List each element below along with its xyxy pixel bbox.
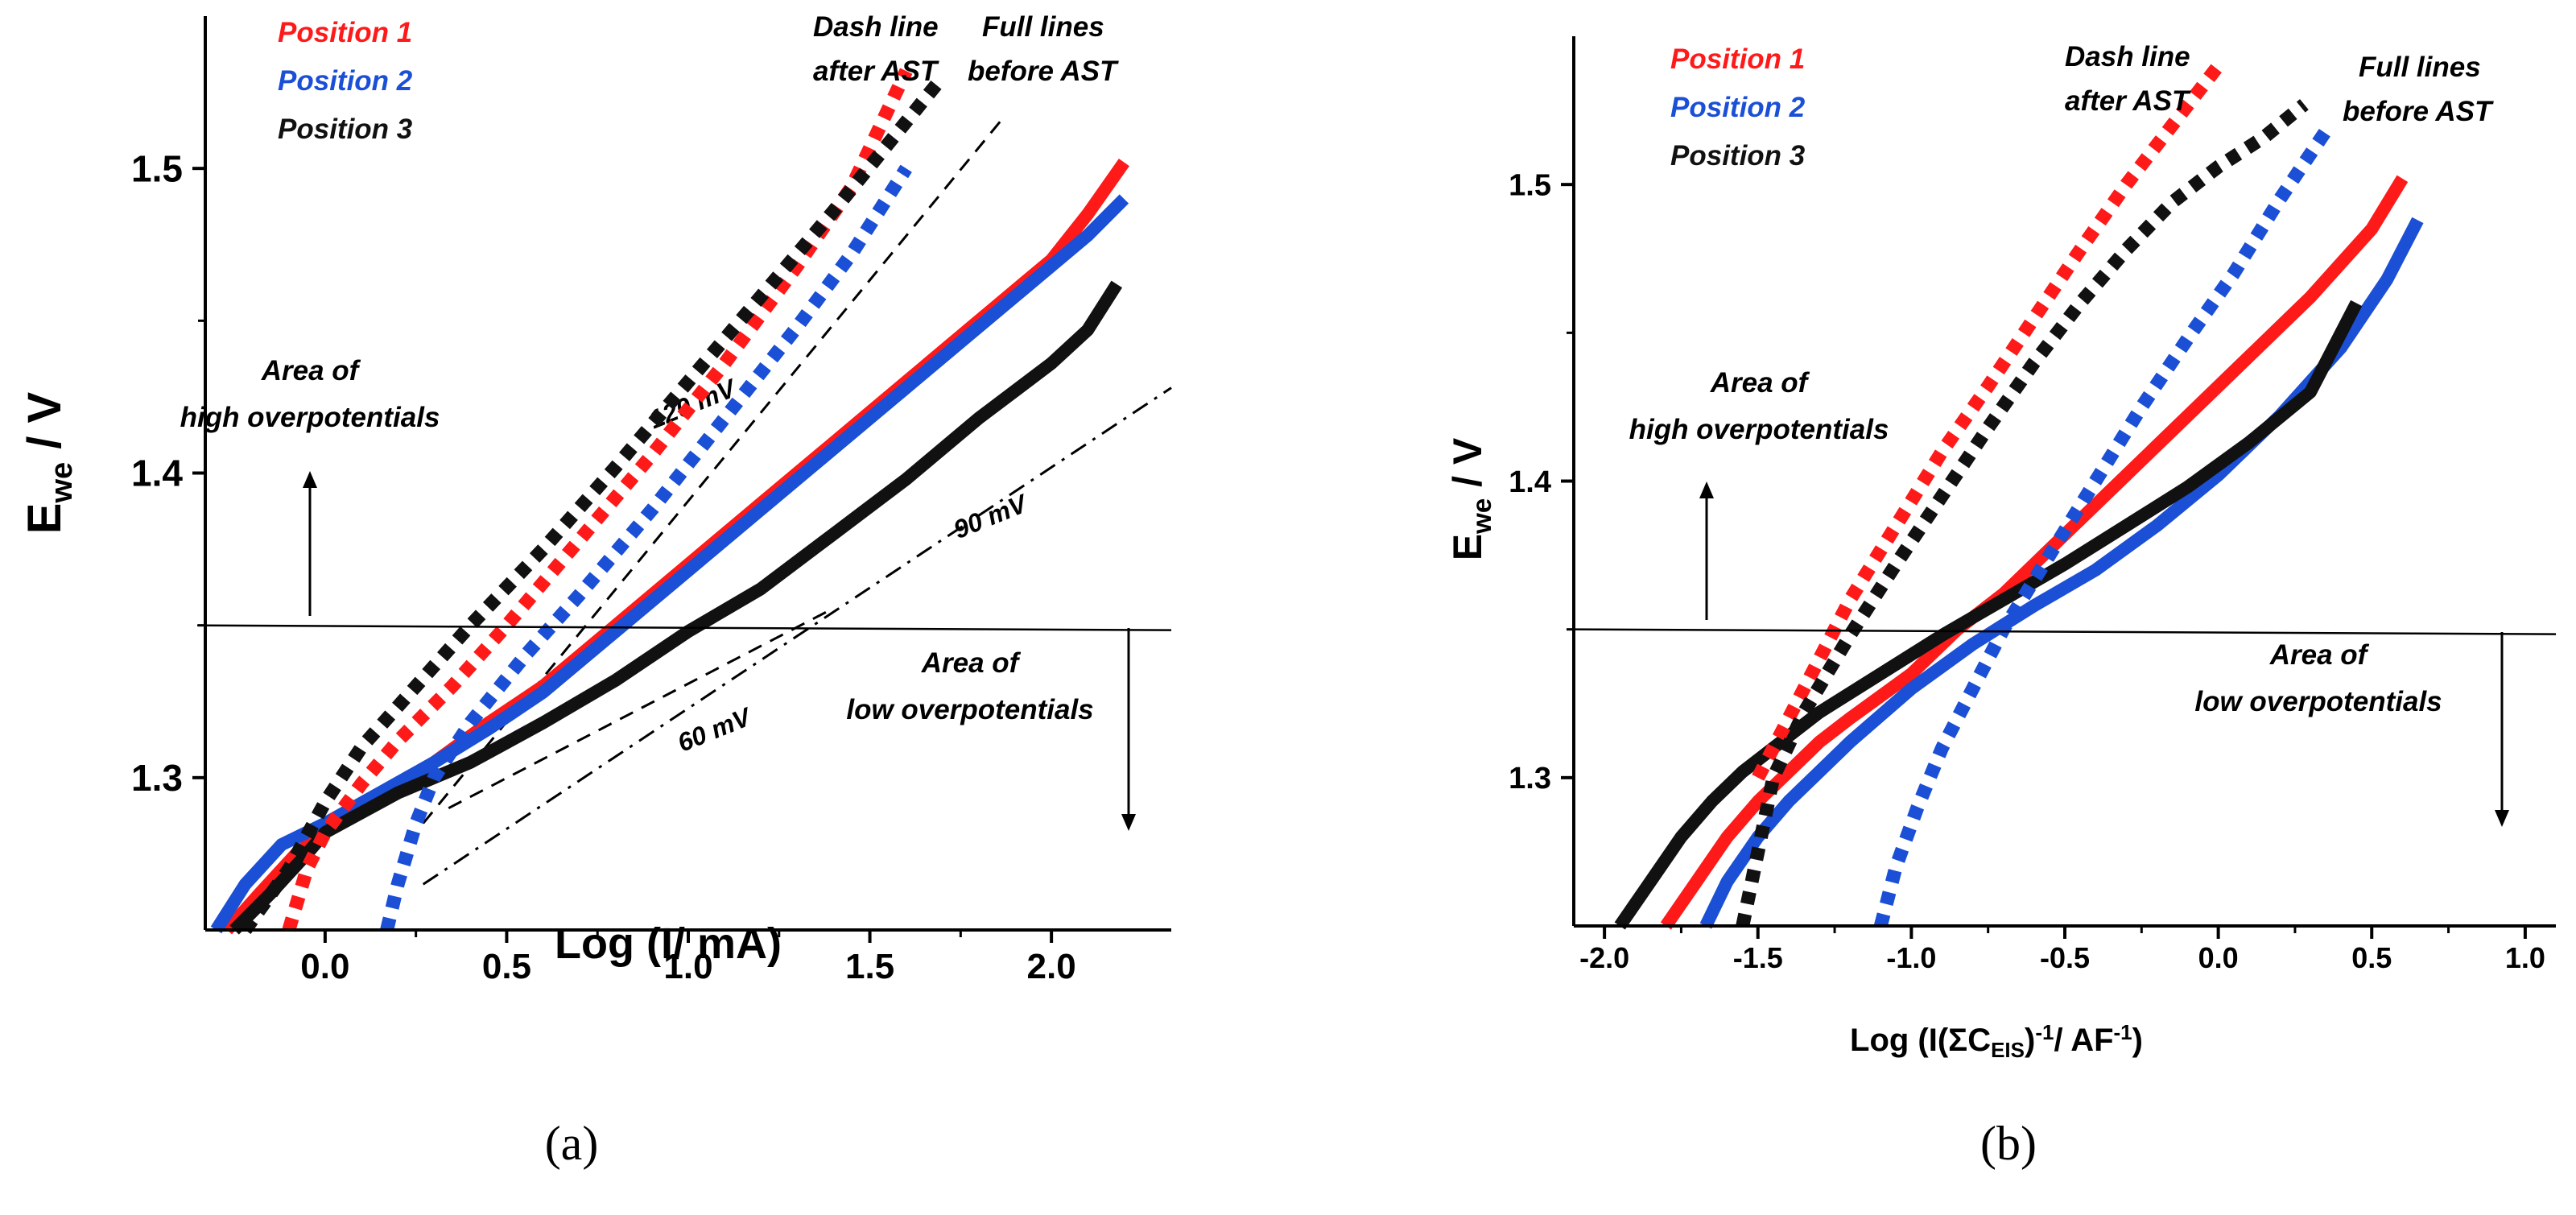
panel-a-dash-line-note-1: Dash line <box>813 11 939 43</box>
panel-b-axes: -2.0 -1.5 -1.0 -0.5 0.0 0.5 1.0 1.3 1.4 1.5 <box>1509 36 2557 974</box>
panel-a-dash-line-note-2: after AST <box>813 56 939 87</box>
panel-a-series-position-1-after-ast <box>282 68 913 932</box>
panel-b-up-arrow-head <box>1699 481 1714 498</box>
panel-a-y-tick-label: 1.3 <box>131 757 183 799</box>
panel-b-legend-position-2: Position 2 <box>1670 92 1806 123</box>
panel-a-legend-position-1: Position 1 <box>278 17 412 48</box>
panel-b-x-tick-label: -1.5 <box>1733 941 1783 974</box>
panel-a-y-axis-label: Ewe / V <box>19 391 79 534</box>
panel-a-full-lines-note-2: before AST <box>968 56 1119 87</box>
panel-b-high-area-note-2: high overpotentials <box>1629 414 1889 445</box>
panel-a-y-tick-label: 1.4 <box>131 453 183 494</box>
panel-a-series-group <box>210 68 1129 935</box>
panel-a-x-tick-label: 1.0 <box>663 947 712 986</box>
panel-b-threshold-line <box>1573 628 2557 635</box>
panel-b-series-position-1-after-ast <box>1752 61 2224 781</box>
panel-b-high-area-note-1: Area of <box>1710 367 1810 399</box>
panel-b-y-tick-label: 1.5 <box>1509 168 1551 202</box>
panel-a-series-position-2-after-ast <box>380 164 912 932</box>
panel-b-down-arrow-head <box>2495 810 2509 827</box>
panel-b-x-tick-label: 0.5 <box>2351 941 2392 974</box>
panel-b-low-area-note-2: low overpotentials <box>2194 686 2442 717</box>
panel-a-low-area-note-2: low overpotentials <box>846 694 1093 725</box>
panel-b-low-area-note-1: Area of <box>2269 639 2370 671</box>
panel-a-x-tick-label: 0.0 <box>300 947 349 986</box>
panel-b-y-tick-label: 1.4 <box>1509 465 1551 499</box>
panel-a-series-position-3-after-ast <box>239 72 948 934</box>
panel-a-y-tick-label: 1.5 <box>131 147 183 189</box>
panel-b-dash-line-note-2: after AST <box>2065 85 2191 117</box>
panel-a-threshold-line <box>196 624 1172 631</box>
panel-b-dash-line-note-1: Dash line <box>2065 41 2190 72</box>
panel-b-x-tick-label: -1.0 <box>1886 941 1936 974</box>
panel-b-x-tick-label: -0.5 <box>2040 941 2090 974</box>
panel-b-series-position-3-after-ast <box>1736 99 2309 928</box>
panel-a-down-arrow-head <box>1121 814 1136 831</box>
panel-a-x-axis-label: Log (I/ mA) <box>555 920 782 968</box>
panel-b-x-axis-label: Log (I(ΣCEIS)-1/ AF-1) <box>1850 1020 2143 1062</box>
panel-b-y-axis-label: Ewe / V <box>1445 437 1496 560</box>
panel-b-y-tick-label: 1.3 <box>1509 762 1551 796</box>
panel-b-x-tick-label: 0.0 <box>2198 941 2239 974</box>
panel-a-tafel-label-3: 60 mV <box>674 701 757 758</box>
panel-a-caption: (a) <box>545 1117 599 1170</box>
panel-a-tafel-line-2 <box>422 386 1172 886</box>
panel-a-x-tick-label: 0.5 <box>482 947 531 986</box>
panel-a-x-tick-label: 1.5 <box>845 947 894 986</box>
panel-b-legend-position-1: Position 1 <box>1670 43 1805 75</box>
panel-b-series-position-3-before-ast <box>1614 300 2363 930</box>
panel-a-x-tick-label: 2.0 <box>1027 947 1076 986</box>
panel-a-full-lines-note-1: Full lines <box>982 11 1104 43</box>
panel-b-x-tick-label: -2.0 <box>1579 941 1629 974</box>
panel-b-series-group <box>1614 61 2424 930</box>
panel-b-full-lines-note-1: Full lines <box>2359 52 2481 83</box>
panel-b-legend-position-3: Position 3 <box>1670 140 1806 172</box>
panel-a-high-area-note-2: high overpotentials <box>180 402 440 433</box>
panel-a-axes: 0.0 0.5 1.0 1.5 2.0 1.3 1.4 1.5 <box>131 16 1172 986</box>
panel-b-full-lines-note-2: before AST <box>2343 96 2494 127</box>
panel-b-caption: (b) <box>1980 1117 2037 1170</box>
panel-a-up-arrow-head <box>303 471 317 488</box>
panel-b-x-tick-label: 1.0 <box>2505 941 2545 974</box>
panel-a-legend-position-2: Position 2 <box>278 65 413 97</box>
panel-a-high-area-note-1: Area of <box>261 355 361 386</box>
panel-a-legend-position-3: Position 3 <box>278 114 413 145</box>
panel-b-series-position-2-after-ast <box>1874 127 2332 928</box>
panel-b: -2.0 -1.5 -1.0 -0.5 0.0 0.5 1.0 1.3 1.4 1.5 Posit… <box>1445 36 2557 1170</box>
panel-a-low-area-note-1: Area of <box>921 647 1022 679</box>
panel-a-tafel-label-2: 90 mV <box>949 488 1032 544</box>
panel-a-series-position-3-before-ast <box>229 280 1123 935</box>
